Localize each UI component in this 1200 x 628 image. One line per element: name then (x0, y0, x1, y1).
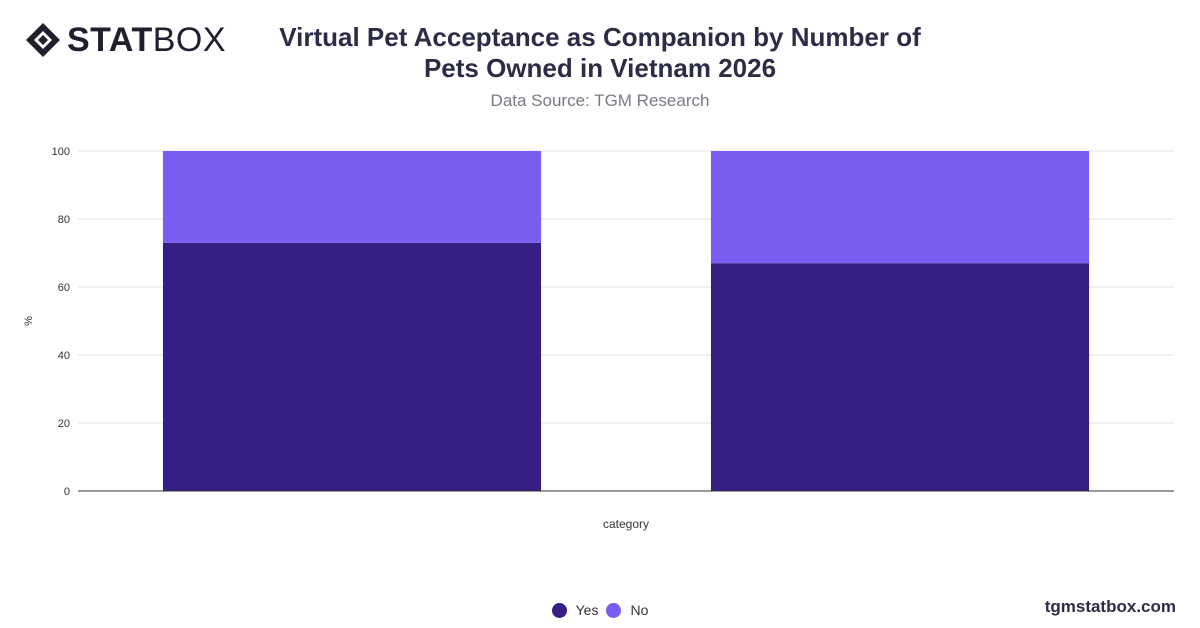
legend-label-no: No (630, 602, 649, 618)
legend-item-yes[interactable]: Yes (551, 602, 599, 618)
site-watermark: tgmstatbox.com (1044, 597, 1176, 616)
bar-yes-1 (162, 242, 542, 491)
legend-label-yes: Yes (575, 602, 599, 618)
diamond-logo-icon (26, 23, 60, 57)
legend-swatch-no (606, 602, 622, 618)
logo-wordmark-light: BOX (152, 21, 227, 59)
bar-yes-2 (710, 263, 1090, 491)
chart-title: Virtual Pet Acceptance as Companion by N… (279, 22, 921, 83)
y-tick-label: 40 (58, 350, 70, 362)
y-tick-label: 0 (64, 486, 70, 498)
y-axis-title: % (23, 316, 35, 326)
bar-no-1 (162, 151, 542, 243)
bar-no-2 (710, 151, 1090, 264)
y-tick-label: 20 (58, 418, 70, 430)
y-tick-label: 100 (52, 146, 70, 158)
chart-subtitle: Data Source: TGM Research (490, 91, 710, 110)
logo-wordmark-bold: STAT (67, 21, 153, 59)
logo-wordmark: STATBOX (67, 22, 226, 58)
legend-item-no[interactable]: No (606, 602, 648, 618)
statbox-logo: STATBOX (25, 22, 226, 58)
y-tick-label: 60 (58, 282, 70, 294)
x-axis-title: category (603, 517, 649, 531)
y-tick-label: 80 (58, 214, 70, 226)
legend-swatch-yes (551, 602, 567, 618)
chart-legend: Yes No (0, 602, 1200, 618)
stacked-bar-chart: 0 20 40 60 80 100 category% (23, 146, 1174, 531)
